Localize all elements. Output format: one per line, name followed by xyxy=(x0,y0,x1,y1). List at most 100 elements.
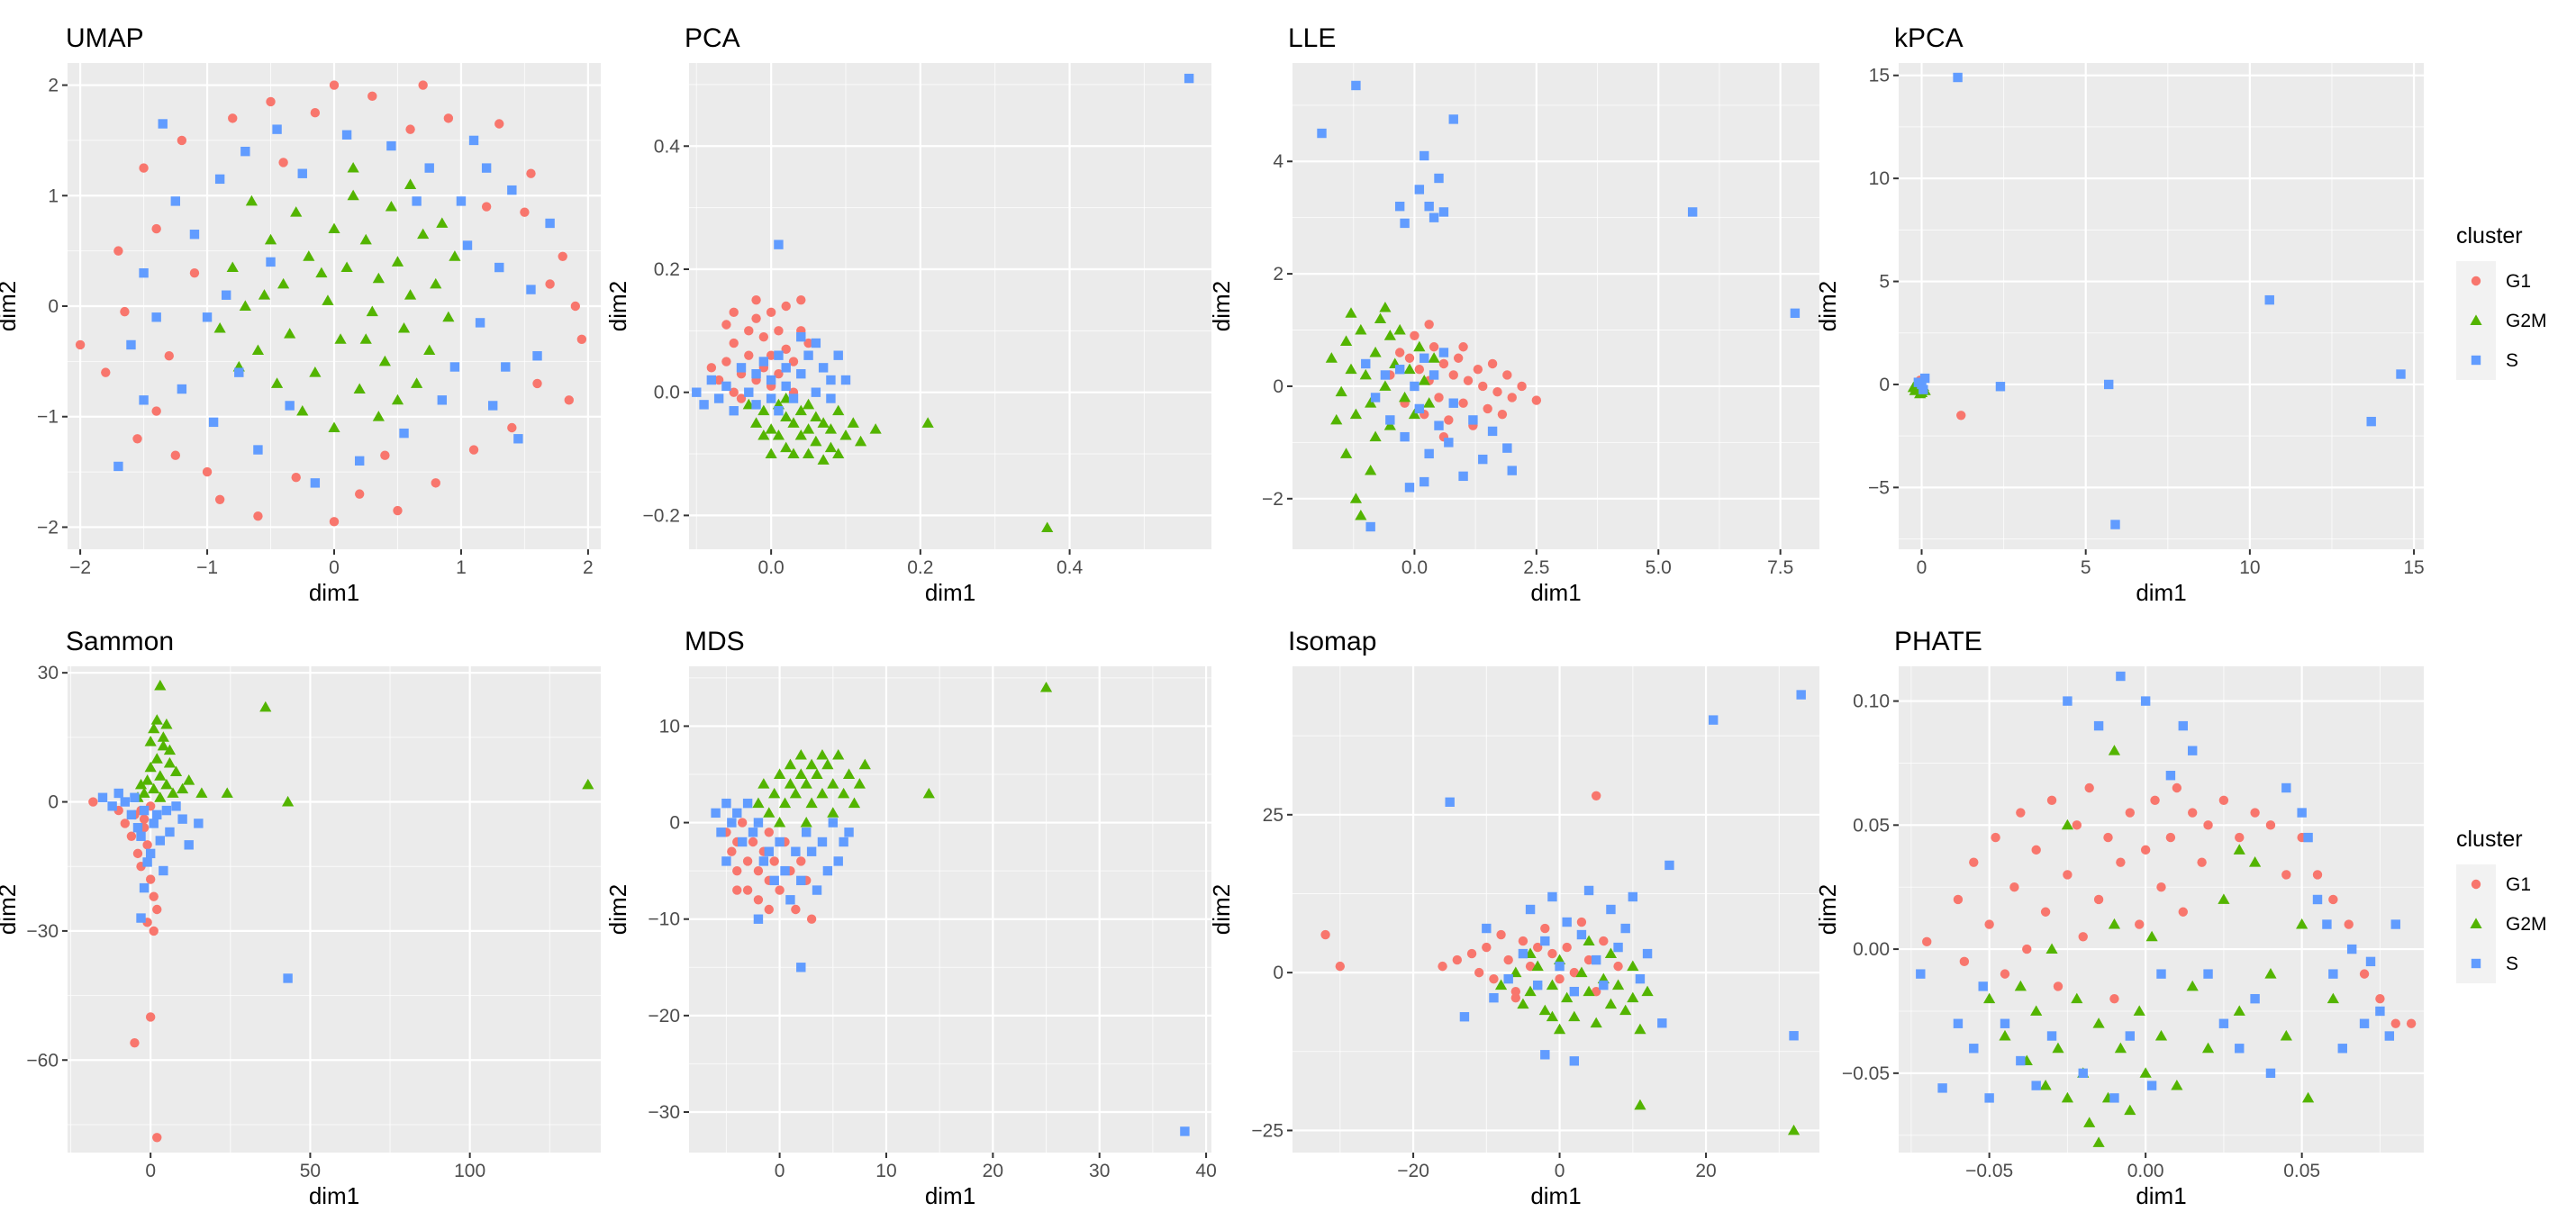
y-axis-title: dim2 xyxy=(1208,884,1235,935)
point-g1 xyxy=(1335,961,1346,972)
point-g2m xyxy=(811,768,823,779)
point-s xyxy=(774,406,784,416)
point-g1 xyxy=(2016,808,2026,818)
y-tick-label: 0.00 xyxy=(1853,939,1890,960)
point-s xyxy=(130,792,140,802)
point-g2m xyxy=(1494,979,1508,990)
legend-label-g1: G1 xyxy=(2506,874,2531,895)
point-s xyxy=(165,827,175,837)
legend-title: cluster xyxy=(2456,223,2523,249)
point-s xyxy=(811,387,821,397)
point-s xyxy=(1414,185,1425,194)
point-g2m xyxy=(839,429,852,440)
point-g2m xyxy=(2218,893,2230,904)
point-s xyxy=(240,146,250,157)
point-s xyxy=(285,401,295,411)
point-s xyxy=(1635,973,1646,984)
point-s xyxy=(481,163,492,173)
point-s xyxy=(781,381,791,392)
point-s xyxy=(833,856,843,866)
point-s xyxy=(729,406,739,416)
point-g2m xyxy=(404,178,417,189)
point-g2m xyxy=(794,429,807,440)
point-g2m xyxy=(359,333,372,344)
point-s xyxy=(822,865,833,876)
point-g2m xyxy=(328,222,340,234)
point-g1 xyxy=(1496,929,1506,940)
x-tick-label: 0.2 xyxy=(907,557,933,578)
point-s xyxy=(2365,956,2376,967)
point-g1 xyxy=(139,163,149,173)
point-g2m xyxy=(1365,397,1377,408)
point-s xyxy=(758,856,769,866)
point-s xyxy=(2104,379,2114,390)
point-s xyxy=(713,393,724,403)
point-s xyxy=(155,836,166,846)
point-g2m xyxy=(2302,1091,2315,1103)
point-g2m xyxy=(752,797,765,809)
point-g1 xyxy=(753,895,764,905)
point-s xyxy=(833,350,843,360)
points-isomap xyxy=(1320,690,1806,1135)
point-s xyxy=(1642,948,1653,959)
point-s xyxy=(139,267,149,278)
x-tick-label: 7.5 xyxy=(1767,557,1793,578)
point-g2m xyxy=(774,816,786,828)
point-g1 xyxy=(564,395,574,405)
point-g1 xyxy=(2078,932,2088,942)
point-s xyxy=(1540,1050,1550,1060)
point-s xyxy=(139,805,150,816)
point-s xyxy=(1606,904,1616,915)
point-g1 xyxy=(2188,808,2198,818)
y-tick-label: 30 xyxy=(38,663,59,683)
point-g1 xyxy=(2031,845,2041,855)
panel-title-sammon: Sammon xyxy=(66,627,174,656)
point-g2m xyxy=(921,417,934,428)
point-s xyxy=(142,857,152,867)
point-g2m xyxy=(141,774,154,785)
y-tick-label: 0.2 xyxy=(654,259,680,280)
point-g1 xyxy=(132,434,142,444)
point-g2m xyxy=(1413,340,1426,352)
point-s xyxy=(132,823,143,833)
point-s xyxy=(2366,416,2376,427)
point-g1 xyxy=(2140,845,2151,855)
x-tick-label: 0 xyxy=(775,1161,785,1181)
point-g1 xyxy=(2281,870,2291,880)
point-g2m xyxy=(1604,947,1618,959)
point-g2m xyxy=(765,448,777,459)
x-tick-label: 2.5 xyxy=(1523,557,1549,578)
point-s xyxy=(145,848,156,859)
point-g1 xyxy=(796,856,806,866)
point-g1 xyxy=(729,387,739,397)
point-g2m xyxy=(1553,1023,1566,1035)
y-axis-title: dim2 xyxy=(1814,281,1841,331)
point-g1 xyxy=(2150,795,2160,805)
point-s xyxy=(297,168,307,178)
point-g2m xyxy=(144,761,157,773)
point-g2m xyxy=(334,333,347,344)
point-g2m xyxy=(309,366,322,377)
point-g2m xyxy=(817,454,830,465)
point-g1 xyxy=(2172,782,2182,793)
point-s xyxy=(266,257,276,267)
point-s xyxy=(751,400,761,410)
point-g2m xyxy=(148,782,160,794)
point-s xyxy=(1995,382,2006,392)
point-g2m xyxy=(391,256,404,267)
point-s xyxy=(1937,1083,1947,1093)
point-g2m xyxy=(1423,397,1436,408)
point-g2m xyxy=(869,423,882,434)
x-tick-label: −2 xyxy=(69,557,91,578)
point-s xyxy=(2203,969,2213,979)
point-g2m xyxy=(213,321,226,333)
point-g1 xyxy=(2375,993,2385,1004)
panel-title-kpca: kPCA xyxy=(1894,23,1964,53)
point-g2m xyxy=(290,206,303,217)
point-g2m xyxy=(423,344,436,356)
point-s xyxy=(139,395,149,405)
point-g1 xyxy=(526,168,536,178)
point-g1 xyxy=(145,874,156,884)
point-g1 xyxy=(1555,973,1565,984)
point-g1 xyxy=(405,124,415,134)
